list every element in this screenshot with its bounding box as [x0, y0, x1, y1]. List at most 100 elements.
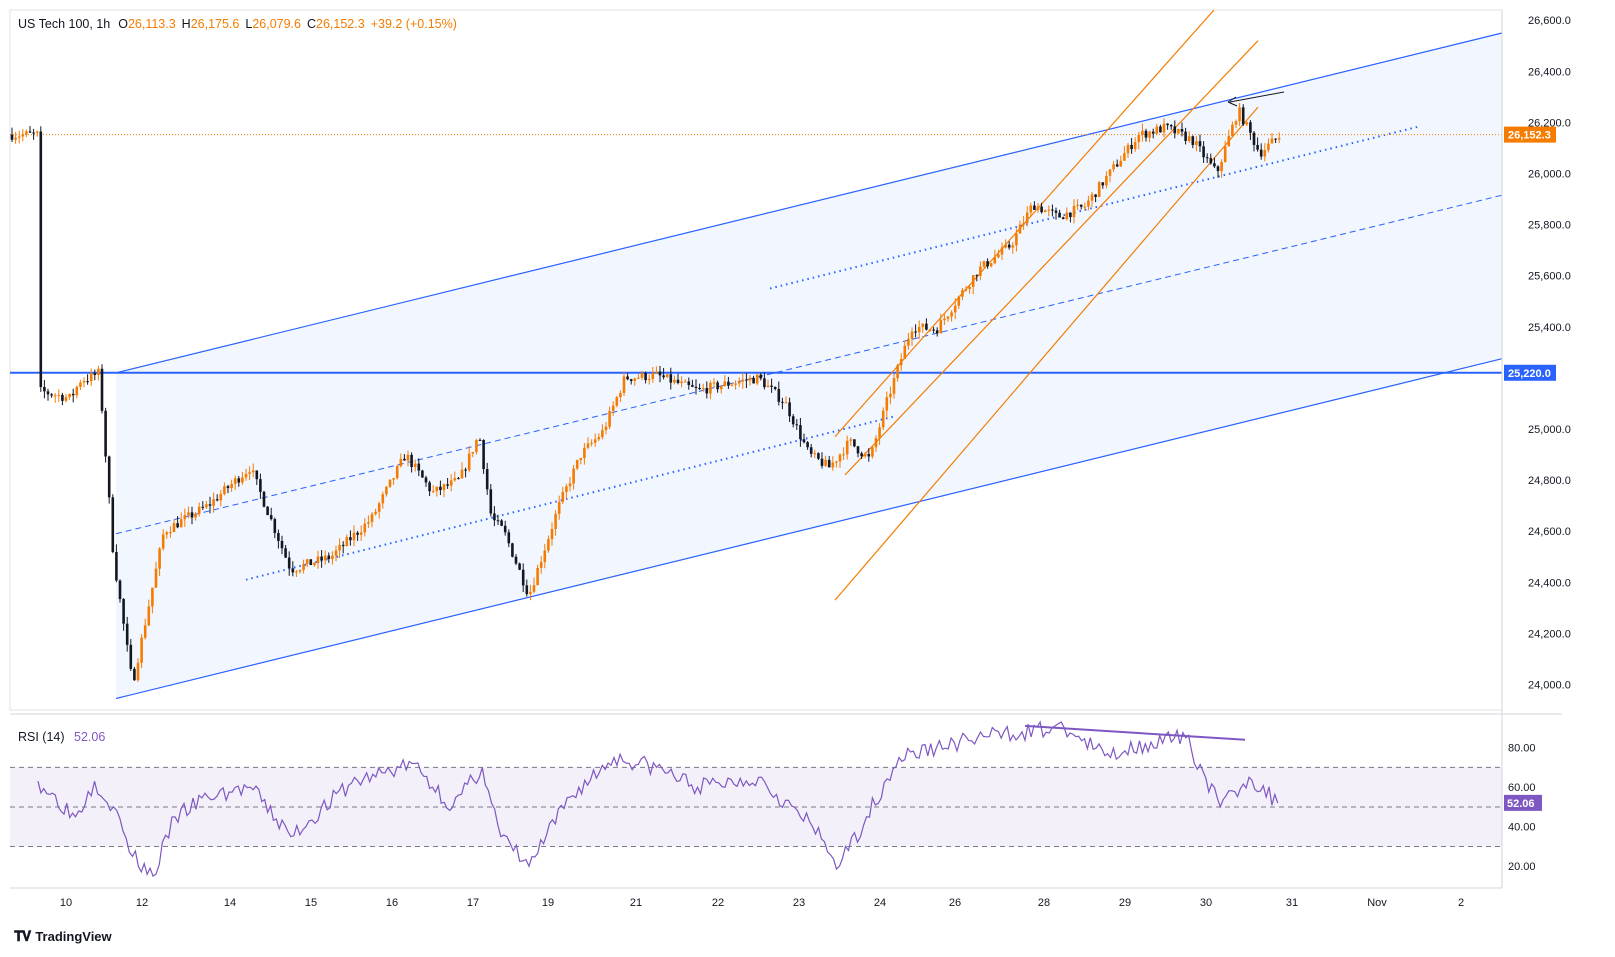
candle-body [194, 513, 197, 518]
candle-body [809, 447, 813, 454]
candle-body [680, 381, 683, 384]
price-tick-label: 26,000.0 [1528, 169, 1571, 181]
candle-body [212, 499, 215, 506]
candle-body [1141, 130, 1144, 135]
candle-body [1267, 143, 1270, 151]
candle-body [215, 499, 219, 501]
candle-body [1148, 131, 1151, 138]
candle-body [946, 316, 950, 319]
candle-body [100, 368, 104, 411]
close-label: C [307, 17, 317, 31]
brand-name: TradingView [35, 929, 112, 944]
candle-body [1047, 209, 1051, 211]
candle-body [302, 563, 305, 570]
candle-body [129, 644, 133, 669]
rsi-tick-label: 40.00 [1508, 822, 1536, 834]
candle-body [640, 373, 644, 378]
time-tick-label: 30 [1200, 897, 1212, 909]
candle-body [140, 637, 143, 663]
candle-body [1029, 205, 1033, 213]
candle-body [1018, 224, 1022, 234]
candle-body [388, 479, 392, 487]
candle-body [1083, 206, 1087, 208]
candle-body [590, 442, 593, 444]
orange-channel-line [834, 106, 1259, 601]
candle-body [478, 439, 482, 441]
candle-body [399, 458, 403, 467]
candle-body [752, 377, 755, 384]
candle-body [1231, 124, 1234, 136]
candle-body [327, 555, 331, 560]
price-tick-label: 26,200.0 [1528, 117, 1571, 129]
price-tick-label: 26,400.0 [1528, 66, 1571, 78]
candle-body [871, 447, 874, 457]
candle-body [493, 513, 496, 521]
candle-body [928, 329, 932, 331]
candle-body [820, 458, 824, 466]
candle-body [1159, 126, 1162, 133]
candle-body [316, 556, 320, 563]
candle-body [1076, 204, 1079, 206]
candle-body [183, 515, 187, 520]
candle-body [1245, 122, 1249, 125]
candle-body [971, 275, 975, 287]
candle-body [619, 393, 622, 398]
candle-body [1043, 210, 1047, 213]
candle-body [633, 378, 637, 381]
candle-body [21, 134, 25, 137]
candle-body [766, 385, 770, 388]
candle-body [583, 447, 586, 459]
price-tick-label: 24,200.0 [1528, 628, 1571, 640]
candle-body [917, 327, 921, 333]
candle-body [86, 381, 89, 383]
candle-body [118, 580, 122, 600]
rsi-line [37, 720, 1279, 878]
candle-body [723, 381, 727, 387]
candle-body [1195, 141, 1198, 145]
candle-body [781, 401, 784, 403]
candle-body [1087, 200, 1090, 207]
candle-body [626, 376, 629, 380]
rsi-value-tag-label: 52.06 [1507, 798, 1535, 810]
last-price-tag-label: 26,152.3 [1508, 130, 1551, 142]
candle-body [1259, 149, 1263, 157]
open-value: 26,113.3 [127, 17, 176, 31]
candle-body [71, 393, 75, 396]
candle-body [503, 525, 507, 533]
candle-body [266, 506, 269, 516]
candle-body [406, 454, 410, 461]
candle-body [914, 331, 917, 333]
candle-body [881, 410, 885, 428]
candle-body [43, 386, 46, 392]
candle-body [370, 514, 374, 523]
candle-body [986, 261, 989, 267]
candle-body [1256, 144, 1259, 150]
candle-body [255, 470, 259, 480]
candle-body [615, 397, 619, 406]
candle-body [863, 453, 867, 457]
candle-body [748, 377, 752, 381]
candle-body [356, 532, 359, 535]
candle-body [975, 275, 979, 277]
candle-body [1090, 194, 1094, 201]
candle-body [1274, 138, 1277, 140]
candle-body [1209, 158, 1213, 164]
candle-body [658, 371, 662, 376]
tradingview-brand[interactable]: 𝐓𝐕 TradingView [14, 928, 112, 945]
candle-body [601, 430, 604, 438]
candle-body [817, 453, 820, 459]
time-tick-label: 17 [467, 897, 479, 909]
price-pane [9, 9, 1503, 711]
candle-body [1097, 182, 1101, 197]
candle-body [125, 623, 129, 645]
candle-body [1144, 130, 1148, 138]
candle-body [251, 470, 255, 473]
candle-body [1094, 194, 1097, 197]
candle-body [1191, 136, 1195, 145]
low-value: 26,079.6 [252, 17, 301, 31]
candle-body [734, 383, 737, 385]
candle-body [424, 477, 428, 483]
candle-body [701, 388, 705, 390]
